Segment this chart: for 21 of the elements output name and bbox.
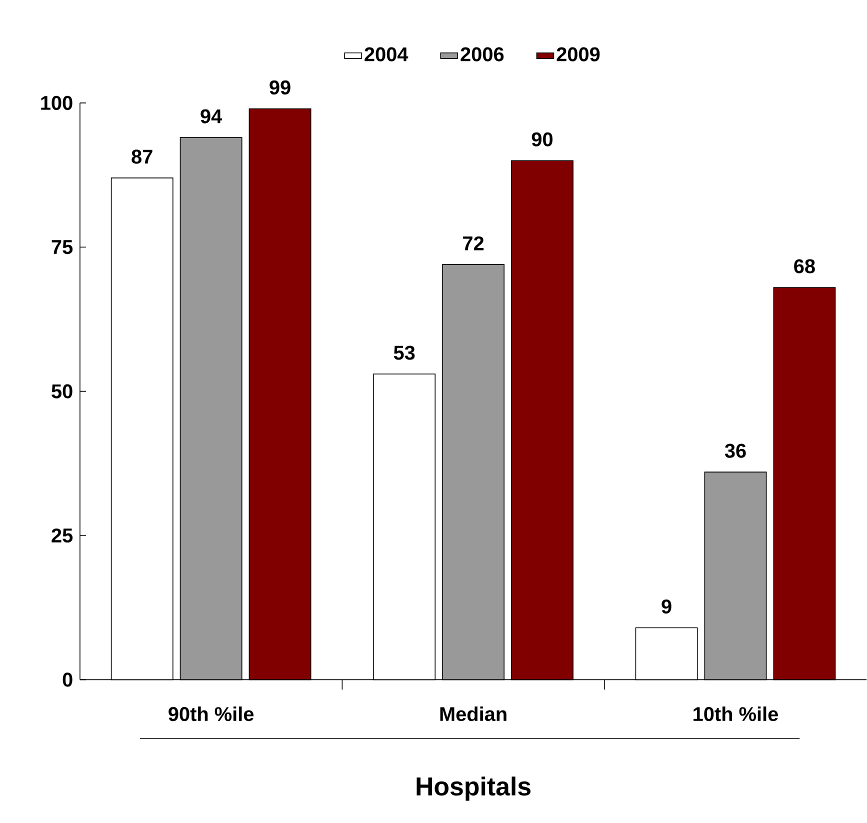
data-label: 68 <box>794 259 815 274</box>
data-label: 9 <box>662 600 672 614</box>
x-tick-label: 10th %ile <box>694 706 778 722</box>
data-label: 36 <box>724 444 746 458</box>
y-tick-label: 0 <box>62 672 72 687</box>
y-tick-label: 75 <box>52 240 73 254</box>
y-tick-label: 25 <box>52 528 73 543</box>
data-label: 53 <box>394 346 415 360</box>
legend-label: 2006 <box>460 47 504 62</box>
y-tick-label: 50 <box>52 384 72 399</box>
data-label: 90 <box>532 132 553 147</box>
data-label: 72 <box>463 236 484 250</box>
y-tick-label: 100 <box>41 96 72 110</box>
data-label: 99 <box>270 80 290 95</box>
data-label: 87 <box>132 150 152 164</box>
legend-label: 2004 <box>364 47 408 62</box>
legend-label: 2009 <box>556 47 600 62</box>
data-label: 94 <box>200 109 222 124</box>
x-axis-title: Hospitals <box>416 776 530 801</box>
x-tick-label: Median <box>440 706 506 722</box>
x-tick-label: 90th %ile <box>168 706 254 722</box>
